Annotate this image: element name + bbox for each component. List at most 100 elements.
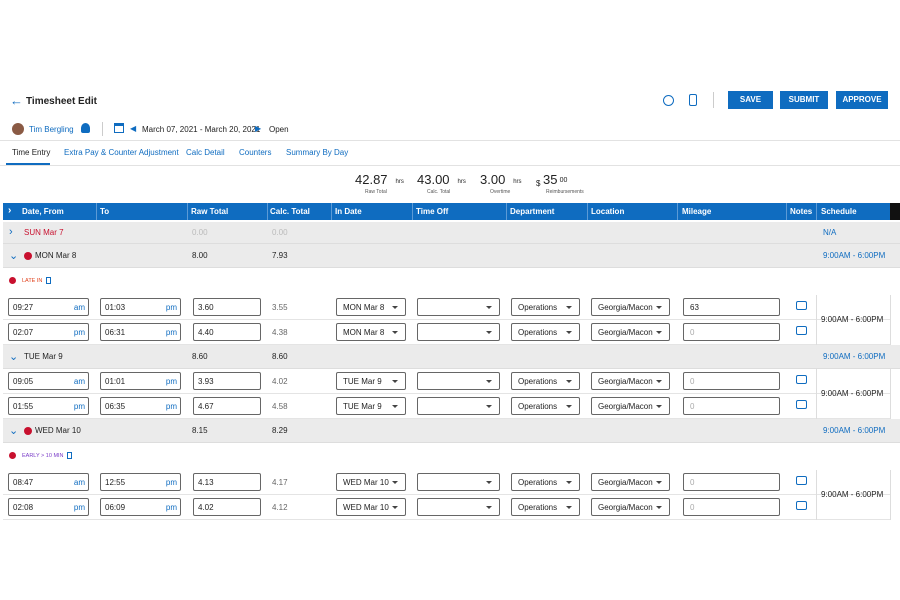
ampm: am xyxy=(73,377,85,386)
raw-input[interactable]: 3.60 xyxy=(193,298,261,316)
notes-icon[interactable] xyxy=(796,400,807,409)
action-button[interactable]: APPROVE xyxy=(836,91,888,109)
department-select[interactable]: Operations xyxy=(511,298,580,316)
department-select[interactable]: Operations xyxy=(511,473,580,491)
time-input[interactable]: 01:03 pm xyxy=(100,298,181,316)
info-icon[interactable] xyxy=(663,95,674,106)
user-icon[interactable] xyxy=(81,123,90,133)
expand-toggle[interactable]: › xyxy=(9,226,13,238)
in-date-select[interactable]: WED Mar 10 xyxy=(336,498,406,516)
time-input[interactable]: 02:07 pm xyxy=(8,323,89,341)
department-select[interactable]: Operations xyxy=(511,397,580,415)
tab[interactable]: Calc Detail xyxy=(186,148,225,157)
expand-toggle[interactable]: ⌄ xyxy=(9,425,19,437)
department-select[interactable]: Operations xyxy=(511,372,580,390)
back-arrow[interactable]: ← xyxy=(10,93,23,108)
day-row xyxy=(3,419,900,443)
delete-icon[interactable] xyxy=(67,452,72,459)
mileage-input[interactable]: 0 xyxy=(683,372,780,390)
delete-icon[interactable] xyxy=(46,277,51,284)
raw-input[interactable]: 4.40 xyxy=(193,323,261,341)
expand-toggle[interactable]: ⌄ xyxy=(9,351,19,363)
notes-icon[interactable] xyxy=(796,301,807,310)
location-select[interactable]: Georgia/Macon xyxy=(591,473,670,491)
mileage-input[interactable]: 63 xyxy=(683,298,780,316)
in-date-select[interactable]: MON Mar 8 xyxy=(336,323,406,341)
ampm: pm xyxy=(165,303,177,312)
in-date-select-value: MON Mar 8 xyxy=(343,328,385,337)
location-select[interactable]: Georgia/Macon xyxy=(591,298,670,316)
time-input[interactable]: 06:09 pm xyxy=(100,498,181,516)
tab[interactable]: Counters xyxy=(239,148,272,157)
time-input[interactable]: 01:55 pm xyxy=(8,397,89,415)
mileage-input[interactable]: 0 xyxy=(683,323,780,341)
notes-icon[interactable] xyxy=(796,476,807,485)
expand-all[interactable]: › xyxy=(8,205,12,216)
location-select[interactable]: Georgia/Macon xyxy=(591,372,670,390)
day-row xyxy=(3,244,900,268)
in-date-select-value: TUE Mar 9 xyxy=(343,402,382,411)
mileage-value: 0 xyxy=(690,478,695,487)
column-divider xyxy=(267,203,268,220)
mileage-input[interactable]: 0 xyxy=(683,397,780,415)
in-date-select[interactable]: MON Mar 8 xyxy=(336,298,406,316)
time-off-select[interactable] xyxy=(417,397,500,415)
time-off-select[interactable] xyxy=(417,372,500,390)
notes-icon[interactable] xyxy=(796,375,807,384)
in-date-select[interactable]: TUE Mar 9 xyxy=(336,397,406,415)
calendar-icon[interactable] xyxy=(114,123,124,133)
mileage-input[interactable]: 0 xyxy=(683,498,780,516)
tab[interactable]: Time Entry xyxy=(12,148,51,157)
calc-value: 4.02 xyxy=(272,377,288,386)
column-divider xyxy=(187,203,188,220)
raw-input[interactable]: 4.13 xyxy=(193,473,261,491)
tab[interactable]: Extra Pay & Counter Adjustment xyxy=(64,148,179,157)
location-select[interactable]: Georgia/Macon xyxy=(591,323,670,341)
action-button[interactable]: SUBMIT xyxy=(780,91,828,109)
time-input[interactable]: 06:31 pm xyxy=(100,323,181,341)
raw-input[interactable]: 4.67 xyxy=(193,397,261,415)
in-date-select[interactable]: TUE Mar 9 xyxy=(336,372,406,390)
column-divider xyxy=(412,203,413,220)
next-period[interactable]: ▶ xyxy=(255,124,262,133)
raw-input[interactable]: 4.02 xyxy=(193,498,261,516)
calc-value: 4.38 xyxy=(272,328,288,337)
time-input[interactable]: 02:08 pm xyxy=(8,498,89,516)
action-button[interactable]: SAVE xyxy=(728,91,773,109)
time-input[interactable]: 08:47 am xyxy=(8,473,89,491)
day-schedule: N/A xyxy=(823,228,837,237)
time-off-select[interactable] xyxy=(417,498,500,516)
exception-label: LATE IN xyxy=(22,278,43,284)
mileage-input[interactable]: 0 xyxy=(683,473,780,491)
time-input[interactable]: 06:35 pm xyxy=(100,397,181,415)
prev-period[interactable]: ◀ xyxy=(130,124,137,133)
time-off-select[interactable] xyxy=(417,298,500,316)
time-value: 08:47 xyxy=(13,478,34,487)
ampm: pm xyxy=(165,478,177,487)
department-select[interactable]: Operations xyxy=(511,323,580,341)
notes-icon[interactable] xyxy=(796,501,807,510)
notes-icon[interactable] xyxy=(796,326,807,335)
raw-input[interactable]: 3.93 xyxy=(193,372,261,390)
time-input[interactable]: 12:55 pm xyxy=(100,473,181,491)
clipboard-icon[interactable] xyxy=(689,94,697,106)
time-input[interactable]: 01:01 pm xyxy=(100,372,181,390)
location-select[interactable]: Georgia/Macon xyxy=(591,397,670,415)
department-select[interactable]: Operations xyxy=(511,498,580,516)
tab[interactable]: Summary By Day xyxy=(286,148,349,157)
ampm: pm xyxy=(165,503,177,512)
time-input[interactable]: 09:27 am xyxy=(8,298,89,316)
day-schedule: 9:00AM - 6:00PM xyxy=(823,426,886,435)
in-date-select[interactable]: WED Mar 10 xyxy=(336,473,406,491)
employee-name[interactable]: Tim Bergling xyxy=(29,125,74,134)
divider xyxy=(102,122,103,136)
time-off-select[interactable] xyxy=(417,473,500,491)
time-off-select[interactable] xyxy=(417,323,500,341)
entry-schedule: 9:00AM - 6:00PM xyxy=(821,315,884,324)
time-value: 09:27 xyxy=(13,303,34,312)
expand-toggle[interactable]: ⌄ xyxy=(9,250,19,262)
entry-row xyxy=(3,470,890,495)
time-input[interactable]: 09:05 am xyxy=(8,372,89,390)
location-select[interactable]: Georgia/Macon xyxy=(591,498,670,516)
